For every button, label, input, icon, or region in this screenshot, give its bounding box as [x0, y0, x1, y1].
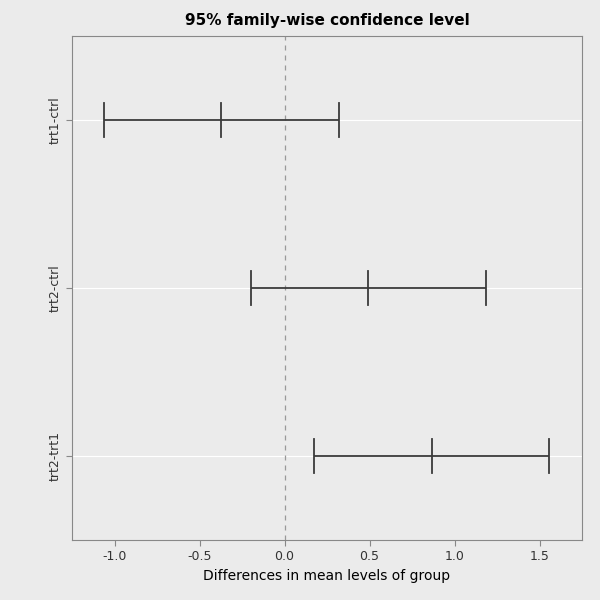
X-axis label: Differences in mean levels of group: Differences in mean levels of group	[203, 569, 451, 583]
Title: 95% family-wise confidence level: 95% family-wise confidence level	[185, 13, 469, 28]
